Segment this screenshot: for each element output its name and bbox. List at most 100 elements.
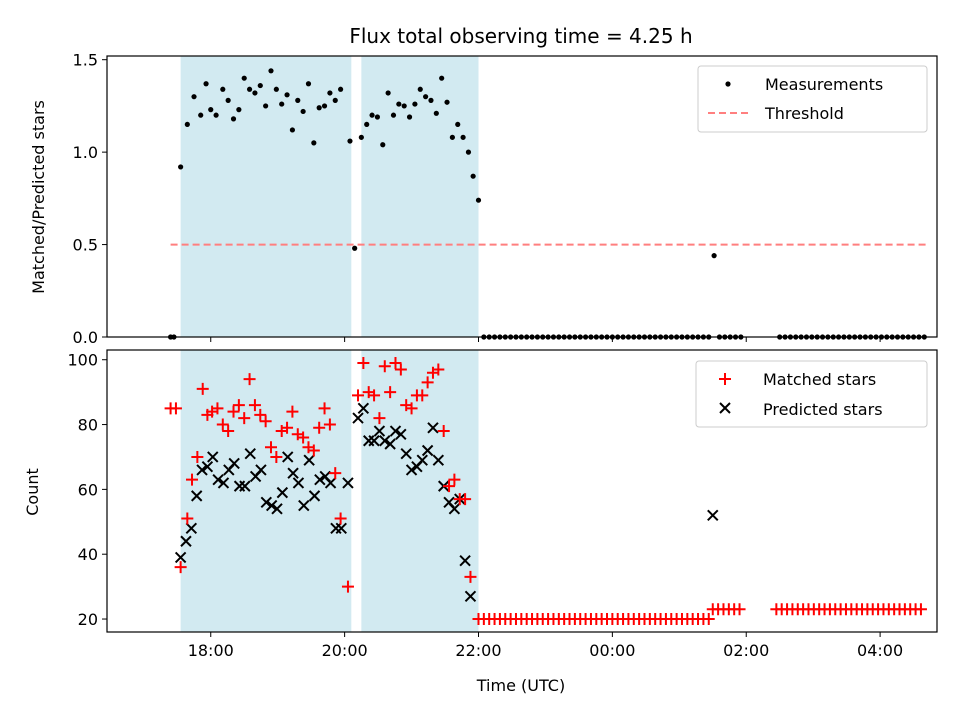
- predicted-point: [427, 422, 439, 434]
- measurement-point: [385, 90, 391, 96]
- predicted-point: [303, 454, 315, 466]
- predicted-point: [244, 448, 256, 460]
- matched-point: [914, 603, 927, 616]
- measurement-point: [374, 114, 381, 120]
- measurement-point: [338, 86, 344, 92]
- measurement-point: [401, 103, 407, 109]
- y-tick-label: 0.5: [73, 236, 98, 255]
- legend-measurements-marker: [725, 81, 731, 87]
- predicted-point: [314, 473, 326, 486]
- panel-count: 18:00 20:00 22:00 00:00 02:00 04:00 20 40 60 80 1…: [23, 349, 938, 660]
- measurement-point: [412, 101, 418, 107]
- measurement-point: [439, 75, 445, 81]
- predicted-point: [389, 425, 402, 437]
- predicted-point: [352, 412, 364, 424]
- measurement-point: [369, 112, 375, 118]
- matched-point: [448, 473, 461, 486]
- chart-title: Flux total observing time = 4.25 h: [349, 24, 692, 48]
- matched-point: [368, 389, 381, 402]
- matched-point: [248, 399, 261, 412]
- predicted-point: [432, 454, 445, 466]
- matched-point: [191, 450, 204, 463]
- x-axis-title: Time (UTC): [476, 676, 565, 695]
- matched-point: [357, 356, 370, 369]
- legend-predicted-label: Predicted stars: [763, 400, 883, 419]
- predicted-point: [260, 496, 273, 509]
- predicted-point: [459, 554, 471, 567]
- matched-point: [341, 580, 354, 593]
- measurement-point: [352, 245, 358, 251]
- x-tick-label: 22:00: [455, 641, 501, 660]
- panel-ratio-frame: [106, 55, 938, 338]
- matched-point: [384, 386, 397, 399]
- legend-predicted-marker: [719, 402, 731, 414]
- observing-window: [361, 56, 479, 337]
- measurement-point: [406, 114, 413, 120]
- y-tick-label: 20: [78, 610, 98, 629]
- observing-window: [180, 350, 352, 632]
- panel-ratio: 0.0 0.5 1.0 1.5 Matched/Predicted stars Mea…: [29, 51, 938, 347]
- predicted-point: [298, 499, 310, 512]
- panel-count-frame: [106, 349, 938, 633]
- measurement-point: [198, 112, 204, 118]
- matched-point: [174, 561, 187, 574]
- predicted-point: [405, 464, 418, 476]
- matched-point: [443, 480, 456, 493]
- measurement-point: [284, 92, 290, 98]
- matched-point: [196, 382, 209, 395]
- measurement-point: [184, 121, 190, 128]
- matched-point: [459, 493, 472, 506]
- predicted-point: [282, 451, 294, 463]
- predicted-point: [324, 477, 337, 489]
- predicted-point: [207, 451, 219, 463]
- legend-measurements-label: Measurements: [765, 75, 883, 94]
- matched-point: [702, 613, 715, 626]
- measurement-point: [236, 107, 242, 113]
- matched-point: [352, 389, 365, 402]
- matched-point: [227, 405, 240, 418]
- y-tick-label: 80: [78, 416, 98, 435]
- measurement-point: [428, 97, 434, 103]
- predicted-point: [212, 473, 224, 486]
- panel-count-ylabel: Count: [23, 468, 42, 516]
- matched-point: [318, 402, 331, 415]
- matched-point: [181, 512, 194, 525]
- matched-point: [211, 402, 224, 415]
- measurement-point: [273, 86, 279, 92]
- y-tick-label: 100: [67, 351, 98, 370]
- predicted-point: [292, 477, 305, 489]
- predicted-point: [357, 402, 370, 415]
- matched-point: [297, 431, 310, 444]
- matched-point: [373, 412, 386, 425]
- predicted-point: [384, 438, 396, 450]
- y-tick-label: 1.5: [73, 51, 98, 70]
- measurement-point: [246, 86, 253, 92]
- predicted-point: [265, 499, 278, 512]
- measurement-point: [327, 90, 333, 96]
- matched-point: [243, 373, 256, 386]
- matched-point: [259, 415, 272, 428]
- y-tick-label: 0.0: [73, 328, 98, 347]
- measurement-point: [241, 75, 247, 81]
- measurement-point: [213, 112, 219, 118]
- measurement-point: [305, 81, 312, 87]
- matched-point: [378, 360, 391, 373]
- measurement-point: [268, 68, 274, 74]
- predicted-point: [448, 503, 461, 515]
- matched-point: [323, 418, 336, 431]
- measurement-point: [390, 112, 397, 118]
- matched-point: [421, 376, 434, 389]
- y-tick-label: 40: [78, 545, 98, 564]
- predicted-point: [276, 486, 289, 499]
- matched-point: [389, 356, 402, 369]
- predicted-point: [255, 464, 267, 476]
- measurement-point: [257, 82, 263, 89]
- x-tick-label: 02:00: [723, 641, 769, 660]
- matched-point: [264, 441, 277, 454]
- matched-point: [222, 425, 235, 438]
- predicted-point: [707, 509, 719, 522]
- matched-point: [186, 473, 199, 486]
- measurement-point: [208, 107, 214, 113]
- measurement-point: [295, 97, 301, 103]
